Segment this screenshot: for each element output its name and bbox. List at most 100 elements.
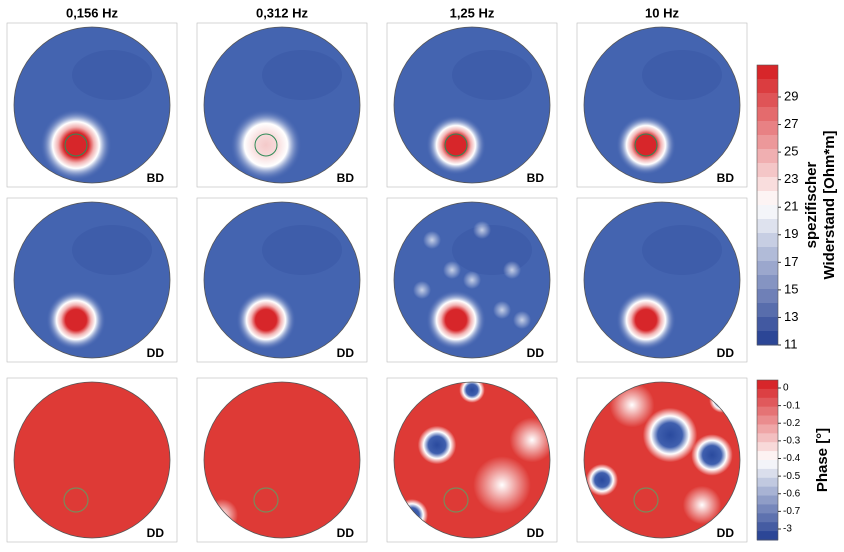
panel-label: DD	[717, 526, 735, 540]
shade	[262, 225, 342, 275]
blob	[413, 281, 431, 299]
anomaly	[236, 290, 296, 350]
anomaly	[426, 290, 486, 350]
column-title: 0,156 Hz	[66, 5, 119, 20]
panel	[394, 202, 550, 358]
outline	[393, 381, 551, 539]
blob	[473, 456, 531, 514]
anomaly	[616, 115, 676, 175]
colorbar-band	[757, 205, 778, 220]
shade	[72, 50, 152, 100]
outline	[13, 26, 171, 184]
panel	[394, 27, 550, 183]
panel-label: BD	[147, 171, 165, 185]
colorbar-tick-label: 19	[784, 226, 798, 241]
colorbar-frame	[756, 64, 779, 346]
anomaly	[40, 109, 112, 181]
colorbar-frame	[756, 379, 779, 541]
outline	[203, 26, 361, 184]
outline	[393, 201, 551, 359]
outline	[13, 381, 171, 539]
blob	[682, 485, 722, 525]
blob	[493, 301, 511, 319]
shade	[642, 225, 722, 275]
colorbar-band	[757, 275, 778, 290]
blob	[642, 407, 698, 463]
blob	[709, 387, 735, 413]
colorbar-band	[757, 79, 778, 94]
panel-label: DD	[147, 346, 165, 360]
outline	[203, 201, 361, 359]
colorbar-label: Phase [°]	[814, 428, 831, 492]
colorbar-band	[757, 486, 778, 497]
colorbar-band	[757, 93, 778, 108]
colorbar-band	[757, 163, 778, 178]
colorbar-band	[757, 121, 778, 136]
panel-frame	[6, 22, 178, 188]
colorbar-label-line: spezifischer	[803, 161, 820, 248]
colorbar-band	[757, 468, 778, 479]
colorbar-tick-label: -0.6	[783, 488, 801, 499]
shade	[642, 50, 722, 100]
anomaly	[616, 290, 676, 350]
panel	[14, 382, 170, 538]
blob	[206, 499, 238, 531]
blob	[459, 382, 485, 403]
colorbar-tick-label: -3	[783, 524, 792, 535]
colorbar-tick-label: -0.4	[783, 453, 801, 464]
colorbar-band	[757, 135, 778, 150]
column-title: 0,312 Hz	[256, 5, 309, 20]
blob	[691, 434, 733, 476]
panel-frame	[386, 197, 558, 363]
background	[204, 382, 360, 538]
outline	[583, 201, 741, 359]
column-title: 10 Hz	[645, 5, 679, 20]
blob	[443, 261, 461, 279]
colorbar-band	[757, 303, 778, 318]
panel-label: BD	[527, 171, 545, 185]
panel	[204, 27, 360, 183]
colorbar-tick-label: 0	[783, 383, 789, 394]
colorbar-band	[757, 331, 778, 346]
panel-frame	[6, 197, 178, 363]
colorbar-band	[757, 460, 778, 470]
panel-label: DD	[527, 346, 545, 360]
blob	[396, 499, 428, 531]
panel-label: DD	[147, 526, 165, 540]
panel	[14, 202, 170, 358]
target-ring	[253, 487, 279, 513]
panel	[14, 27, 170, 183]
colorbar-band	[757, 504, 778, 514]
colorbar-tick-label: -0.2	[783, 418, 801, 429]
panel-frame	[196, 22, 368, 188]
colorbar-band	[757, 531, 778, 541]
panel-label: DD	[527, 526, 545, 540]
panel	[584, 202, 740, 358]
blob	[423, 231, 441, 249]
target-ring	[254, 133, 278, 157]
panel-frame	[196, 197, 368, 363]
colorbar-band	[757, 233, 778, 248]
colorbar-tick-label: -0.3	[783, 436, 801, 447]
colorbar-band	[757, 442, 778, 452]
panel-frame	[386, 377, 558, 543]
colorbar-band	[757, 317, 778, 332]
panel-label: DD	[337, 346, 355, 360]
panel-label: DD	[717, 346, 735, 360]
colorbar-tick-label: -0.5	[783, 471, 801, 482]
colorbar-band	[757, 261, 778, 276]
panel-frame	[386, 22, 558, 188]
shade	[452, 50, 532, 100]
panel-frame	[6, 377, 178, 543]
colorbar-tick-label: 25	[784, 144, 798, 159]
panel-frame	[196, 377, 368, 543]
panel	[204, 202, 360, 358]
colorbar-band	[757, 415, 778, 425]
panel-label: BD	[717, 171, 735, 185]
outline	[13, 201, 171, 359]
target-ring	[634, 133, 658, 157]
outline	[203, 381, 361, 539]
colorbar-tick-label: 17	[784, 254, 798, 269]
colorbar-tick-label: -0.1	[783, 400, 801, 411]
